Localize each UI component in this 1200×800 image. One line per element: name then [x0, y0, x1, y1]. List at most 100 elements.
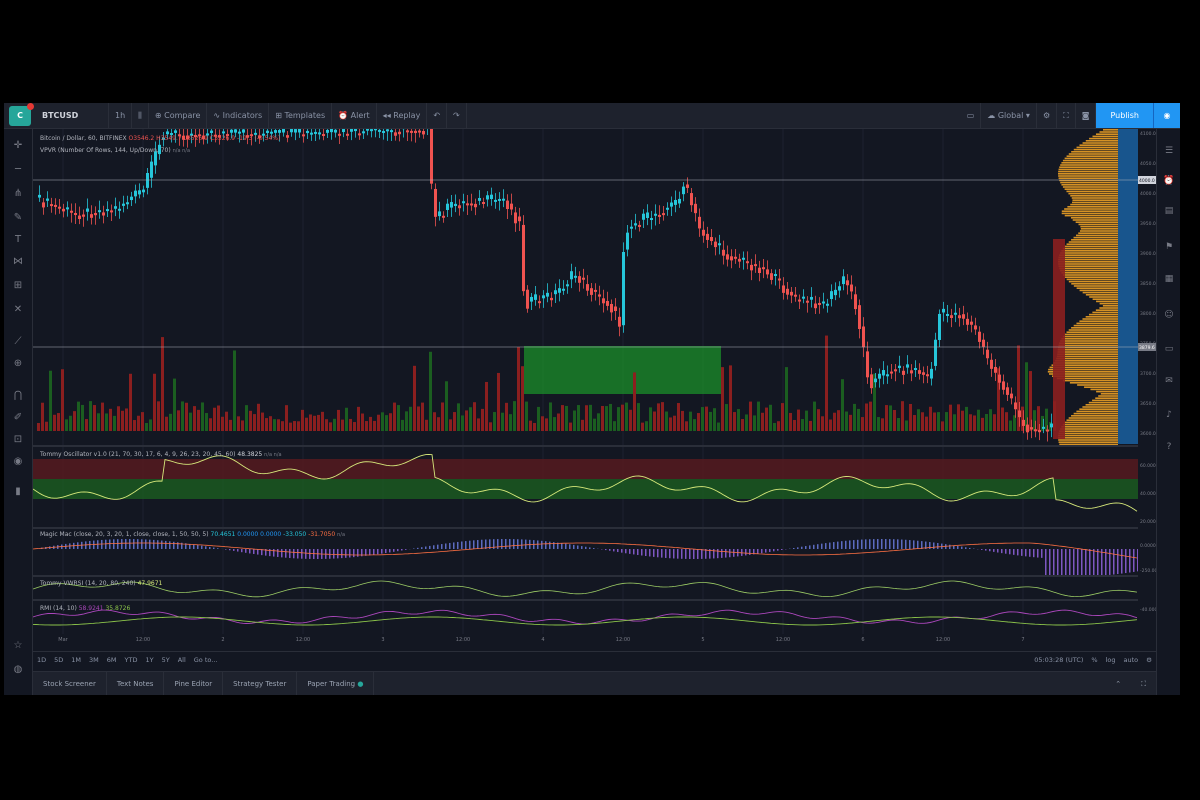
- eye-icon[interactable]: ◉: [13, 456, 23, 467]
- percent-scale[interactable]: %: [1091, 656, 1098, 664]
- pitchfork-icon[interactable]: ⋔: [13, 188, 23, 199]
- calendar-icon[interactable]: ▦: [1164, 274, 1174, 284]
- candle-body: [414, 130, 417, 134]
- settings-icon[interactable]: ⚙: [1146, 656, 1152, 664]
- rmi-value-1: 58.9241: [78, 605, 104, 612]
- symbol-search[interactable]: BTCUSD: [36, 103, 109, 128]
- macd-hist-bar: [761, 549, 763, 554]
- app-logo[interactable]: C: [9, 103, 34, 126]
- collapse-panel-icon[interactable]: ⌃: [1115, 680, 1122, 688]
- rmi-legend[interactable]: RMI (14, 10) 58.9241 35.8726: [40, 605, 130, 612]
- stay-drawing-icon[interactable]: ✐: [13, 412, 23, 423]
- fullscreen-icon[interactable]: ⛶: [1057, 103, 1076, 128]
- macd-hist-bar: [473, 540, 475, 549]
- undo-icon[interactable]: ↶: [427, 103, 448, 128]
- zoom-in-icon[interactable]: ⊕: [13, 358, 23, 369]
- trend-line-icon[interactable]: ─: [14, 164, 22, 175]
- time-axis[interactable]: Mar 12:00 2 12:00 3 12:00 4 12:00 5 12:00 6 12:00 7: [58, 637, 1024, 643]
- replay-button[interactable]: ◂◂ Replay: [377, 103, 428, 128]
- publish-button[interactable]: Publish: [1096, 103, 1153, 128]
- macd-hist-bar: [853, 540, 855, 549]
- maximize-panel-icon[interactable]: ⛶: [1141, 680, 1146, 688]
- compare-button[interactable]: ⊕ Compare: [149, 103, 208, 128]
- oscillator-legend[interactable]: Tommy Oscillator v1.0 (21, 70, 30, 17, 6…: [40, 451, 282, 458]
- prediction-icon[interactable]: ⊞: [13, 280, 23, 291]
- ruler-icon[interactable]: ⟋: [14, 336, 22, 347]
- volume-bar: [165, 416, 168, 431]
- magnet-icon[interactable]: ⋂: [13, 390, 23, 401]
- global-button[interactable]: ☁ Global ▾: [981, 103, 1037, 128]
- alert-button[interactable]: ⏰ Alert: [332, 103, 377, 128]
- volume-bar: [273, 419, 276, 431]
- tab-strategy-tester[interactable]: Strategy Tester: [223, 672, 298, 695]
- candle-body: [662, 213, 665, 216]
- period-1d[interactable]: 1D: [37, 656, 47, 664]
- tab-pine-editor[interactable]: Pine Editor: [164, 672, 224, 695]
- settings-icon[interactable]: ⚙: [1037, 103, 1058, 128]
- chat-icon[interactable]: ✉: [1165, 376, 1173, 386]
- alerts-icon[interactable]: ⏰: [1163, 176, 1175, 186]
- period-ytd[interactable]: YTD: [124, 656, 138, 664]
- candle-body: [1046, 429, 1049, 432]
- interval-button[interactable]: 1h: [109, 103, 133, 128]
- templates-label: Templates: [284, 111, 326, 120]
- streams-icon[interactable]: ▭: [1164, 344, 1174, 354]
- close-icon[interactable]: ✕: [13, 304, 23, 315]
- notifications-icon[interactable]: ♪: [1166, 410, 1172, 420]
- crosshair-icon[interactable]: ✛: [13, 140, 23, 151]
- demand-zone-box[interactable]: [524, 346, 721, 394]
- macd-legend[interactable]: Magic Mac (close, 20, 3, 20, 1, close, c…: [40, 531, 345, 538]
- redo-icon[interactable]: ↷: [447, 103, 467, 128]
- period-1y[interactable]: 1Y: [145, 656, 154, 664]
- watchlist-icon[interactable]: ☰: [1164, 146, 1174, 156]
- utc-clock[interactable]: 05:03:28 (UTC): [1034, 656, 1084, 664]
- goto-date[interactable]: Go to...: [193, 656, 218, 664]
- camera-icon[interactable]: ◙: [1076, 103, 1097, 128]
- period-6m[interactable]: 6M: [106, 656, 117, 664]
- period-1m[interactable]: 1M: [71, 656, 82, 664]
- period-5y[interactable]: 5Y: [161, 656, 170, 664]
- auto-scale[interactable]: auto: [1123, 656, 1139, 664]
- candle-body: [806, 300, 809, 303]
- text-tool-icon[interactable]: T: [14, 234, 22, 245]
- profile-row: [1061, 338, 1118, 340]
- trash-icon[interactable]: ▮: [15, 486, 21, 497]
- candle-body: [318, 132, 321, 135]
- candle-body: [534, 294, 537, 300]
- period-3m[interactable]: 3M: [89, 656, 99, 664]
- lock-icon[interactable]: ⊡: [13, 434, 23, 445]
- profile-row: [1066, 155, 1118, 157]
- vwrsi-legend[interactable]: Tommy VWRSI (14, 20, 80, 240) 47.9671: [40, 580, 162, 587]
- indicators-button[interactable]: ∿ Indicators: [207, 103, 270, 128]
- candle-body: [198, 134, 201, 137]
- publish-menu-icon[interactable]: ◉: [1153, 103, 1180, 128]
- favorites-icon[interactable]: ☆: [13, 640, 23, 651]
- templates-button[interactable]: ⊞ Templates: [269, 103, 333, 128]
- period-5d[interactable]: 5D: [54, 656, 64, 664]
- price-axis[interactable]: 4100.0 4050.0 4000.0 3950.0 3900.0 3850.0 3800…: [1138, 129, 1156, 651]
- profile-row: [1068, 329, 1118, 331]
- volume-bar: [289, 422, 292, 431]
- candle-body: [186, 135, 189, 140]
- chart-style-icon[interactable]: ⫼: [132, 103, 149, 128]
- tab-stock-screener[interactable]: Stock Screener: [33, 672, 107, 695]
- location-icon[interactable]: ◍: [13, 664, 23, 675]
- candle-body: [874, 378, 877, 383]
- macd-hist-bar: [309, 549, 311, 559]
- data-window-icon[interactable]: ▤: [1164, 206, 1174, 216]
- price-chart[interactable]: 4100.0 4050.0 4000.0 3950.0 3900.0 3850.0 3800…: [33, 129, 1156, 651]
- tab-paper-trading[interactable]: Paper Trading ●: [297, 672, 375, 695]
- brush-icon[interactable]: ✎: [13, 212, 23, 223]
- pattern-icon[interactable]: ⋈: [13, 256, 23, 267]
- layout-icon[interactable]: ▭: [961, 103, 982, 128]
- macd-hist-bar: [757, 549, 759, 554]
- ideas-icon[interactable]: ☺: [1164, 310, 1174, 320]
- period-all[interactable]: All: [177, 656, 186, 664]
- tab-text-notes[interactable]: Text Notes: [107, 672, 165, 695]
- main-legend[interactable]: Bitcoin / Dollar, 60, BITFINEX O3546.2 H…: [40, 135, 280, 142]
- hotlist-icon[interactable]: ⚑: [1164, 242, 1174, 252]
- help-icon[interactable]: ?: [1166, 442, 1172, 452]
- log-scale[interactable]: log: [1105, 656, 1116, 664]
- volume-bar: [525, 401, 528, 431]
- vpvr-legend[interactable]: VPVR (Number Of Rows, 144, Up/Down, 70) …: [40, 147, 190, 154]
